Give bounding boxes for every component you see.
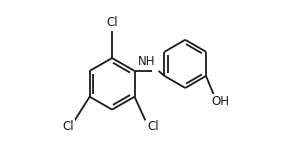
Text: Cl: Cl <box>106 16 118 29</box>
Text: OH: OH <box>211 95 229 108</box>
Text: Cl: Cl <box>147 120 159 133</box>
Text: Cl: Cl <box>62 120 74 133</box>
Text: NH: NH <box>138 55 156 68</box>
